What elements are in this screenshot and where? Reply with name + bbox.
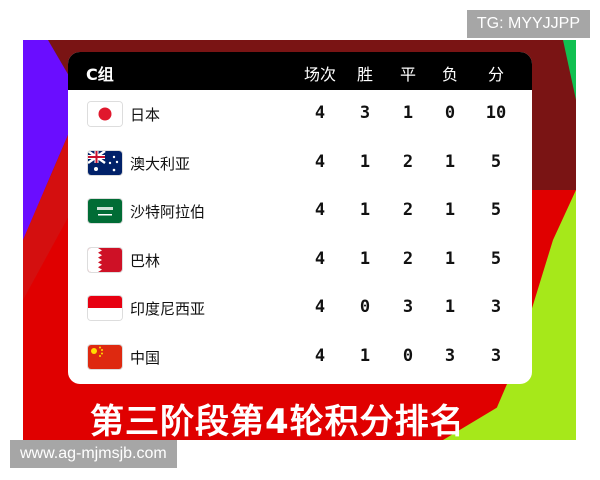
table-row: 澳大利亚 4 1 2 1 5 bbox=[68, 139, 532, 188]
japan-flag-icon bbox=[88, 102, 122, 126]
cell-drawn: 0 bbox=[402, 345, 414, 366]
saudi-arabia-flag-icon bbox=[88, 199, 122, 223]
cell-played: 4 bbox=[314, 151, 326, 172]
cell-won: 1 bbox=[359, 200, 371, 220]
team-name: 澳大利亚 bbox=[130, 154, 191, 173]
cell-played: 4 bbox=[314, 345, 326, 366]
bahrain-flag-icon bbox=[88, 247, 122, 272]
cell-played: 4 bbox=[314, 297, 326, 317]
team-name: 沙特阿拉伯 bbox=[130, 203, 206, 221]
col-played: 场次 bbox=[303, 65, 337, 84]
china-flag-icon bbox=[88, 344, 122, 369]
cell-lost: 1 bbox=[444, 248, 456, 269]
banner-title: 第三阶段第4轮积分排名 bbox=[90, 402, 465, 442]
col-drawn: 平 bbox=[399, 65, 417, 84]
standings-table: C组 场次 胜 平 负 分 日本 4 3 1 0 10 澳大利亚 4 1 2 1 5 沙特阿拉伯 4 1 2 1… bbox=[68, 52, 532, 384]
cell-played: 4 bbox=[314, 200, 326, 220]
cell-points: 3 bbox=[490, 345, 502, 366]
cell-lost: 3 bbox=[444, 345, 456, 366]
col-won: 胜 bbox=[356, 65, 374, 84]
team-name: 印度尼西亚 bbox=[130, 300, 206, 318]
cell-won: 1 bbox=[359, 345, 371, 366]
cell-drawn: 2 bbox=[402, 151, 414, 172]
watermark-top: TG: MYYJJPP bbox=[466, 10, 590, 38]
cell-drawn: 1 bbox=[402, 103, 414, 123]
cell-won: 0 bbox=[359, 297, 371, 317]
group-label: C组 bbox=[86, 65, 114, 84]
cell-points: 5 bbox=[490, 151, 502, 172]
cell-lost: 1 bbox=[444, 151, 456, 172]
cell-points: 5 bbox=[490, 248, 502, 269]
team-name: 日本 bbox=[130, 106, 161, 124]
table-row: 巴林 4 1 2 1 5 bbox=[68, 236, 532, 285]
cell-drawn: 2 bbox=[402, 248, 414, 269]
cell-lost: 0 bbox=[444, 103, 456, 123]
cell-points: 5 bbox=[490, 200, 502, 220]
cell-drawn: 2 bbox=[402, 200, 414, 220]
table-header: C组 场次 胜 平 负 分 bbox=[68, 52, 532, 90]
indonesia-flag-icon bbox=[88, 296, 122, 320]
cell-won: 1 bbox=[359, 151, 371, 172]
cell-points: 3 bbox=[490, 297, 502, 317]
cell-lost: 1 bbox=[444, 200, 456, 220]
australia-flag-icon bbox=[88, 150, 122, 175]
col-lost: 负 bbox=[441, 65, 459, 84]
watermark-bottom: www.ag-mjmsjb.com bbox=[10, 440, 177, 468]
cell-won: 3 bbox=[359, 103, 371, 123]
cell-drawn: 3 bbox=[402, 297, 414, 317]
team-name: 中国 bbox=[130, 348, 161, 367]
table-row: 印度尼西亚 4 0 3 1 3 bbox=[68, 284, 532, 333]
cell-lost: 1 bbox=[444, 297, 456, 317]
table-row: 沙特阿拉伯 4 1 2 1 5 bbox=[68, 187, 532, 236]
cell-won: 1 bbox=[359, 248, 371, 269]
cell-played: 4 bbox=[314, 248, 326, 269]
cell-played: 4 bbox=[314, 103, 326, 123]
team-name: 巴林 bbox=[130, 251, 161, 270]
table-row: 中国 4 1 0 3 3 bbox=[68, 333, 532, 382]
col-points: 分 bbox=[487, 65, 505, 84]
table-row: 日本 4 3 1 0 10 bbox=[68, 90, 532, 139]
cell-points: 10 bbox=[485, 103, 507, 123]
